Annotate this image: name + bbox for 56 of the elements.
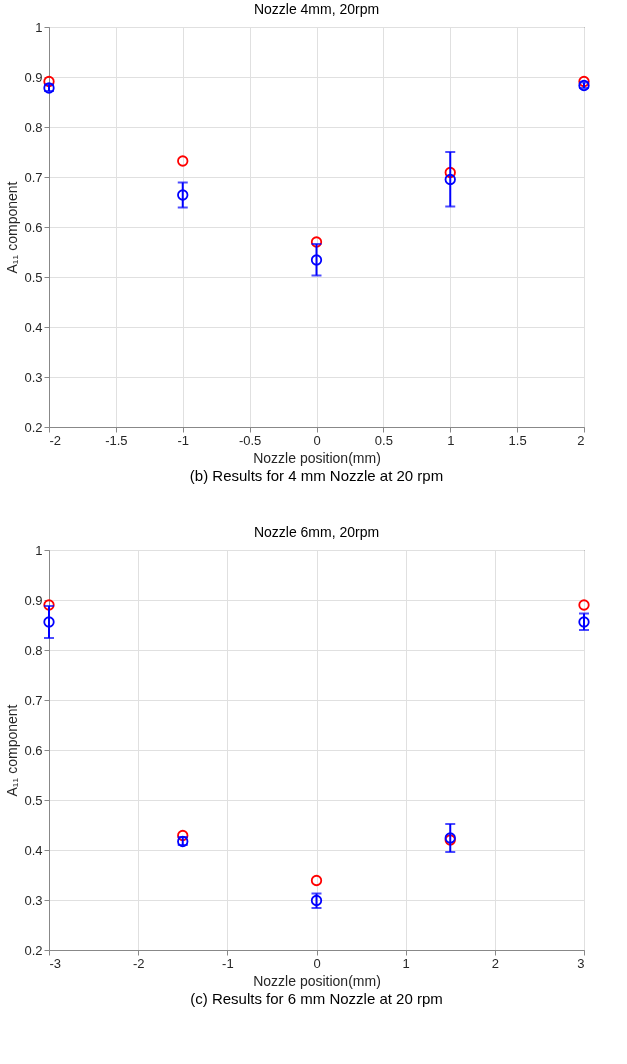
y-tick-label: 1 xyxy=(35,542,43,558)
x-tick-label: 0 xyxy=(313,432,321,448)
x-tick-label: 1.5 xyxy=(508,432,527,448)
y-axis-title: A₁₁ component xyxy=(4,704,21,797)
chart-title: Nozzle 6mm, 20rpm xyxy=(253,524,380,540)
point xyxy=(578,616,590,628)
point xyxy=(310,254,323,266)
x-tick-label: -0.5 xyxy=(238,432,262,448)
x-axis-title: Nozzle position(mm) xyxy=(253,449,381,466)
point xyxy=(310,236,323,248)
point xyxy=(310,874,323,887)
point xyxy=(444,166,456,179)
point xyxy=(177,155,189,167)
x-tick-label: 1 xyxy=(447,432,455,448)
y-tick-label: 1 xyxy=(35,19,43,35)
x-tick-label: -2 xyxy=(132,955,145,971)
text: (c) Results for 6 mm Nozzle at 20 rpm xyxy=(190,990,443,1007)
point xyxy=(43,599,55,611)
text: (b) Results for 4 mm Nozzle at 20 rpm xyxy=(189,467,444,484)
x-tick-label: 2 xyxy=(491,955,499,971)
y-tick-label: 0.8 xyxy=(24,642,43,658)
y-tick-label: 0.6 xyxy=(24,742,43,758)
y-tick-label: 0.3 xyxy=(24,369,43,385)
y-tick-label: 0.9 xyxy=(24,69,43,85)
y-tick-label: 0.3 xyxy=(24,892,43,908)
y-tick-label: 0.5 xyxy=(24,792,43,808)
point xyxy=(578,75,590,88)
y-tick-label: 0.4 xyxy=(24,842,43,858)
point xyxy=(444,173,456,186)
chart-title: Nozzle 4mm, 20rpm xyxy=(253,1,380,17)
y-tick-label: 0.8 xyxy=(24,119,43,135)
x-tick-label: -2 xyxy=(49,432,62,448)
y-tick-label: 0.2 xyxy=(24,942,43,958)
x-tick-label: -1.5 xyxy=(105,432,128,448)
y-tick-label: 0.2 xyxy=(24,419,43,435)
x-tick-label: 0.5 xyxy=(374,432,393,448)
x-tick-label: -3 xyxy=(49,955,62,971)
y-tick-label: 0.9 xyxy=(24,592,43,608)
point xyxy=(177,189,189,201)
y-tick-label: 0.5 xyxy=(24,269,43,285)
x-tick-label: 1 xyxy=(402,955,410,971)
y-tick-label: 0.6 xyxy=(24,219,43,235)
x-tick-label: -1 xyxy=(177,432,190,448)
point xyxy=(43,75,55,88)
point xyxy=(177,829,189,842)
y-tick-label: 0.7 xyxy=(24,692,43,708)
x-tick-label: 3 xyxy=(577,955,585,971)
x-tick-label: 2 xyxy=(577,432,585,448)
x-axis-title: Nozzle position(mm) xyxy=(253,972,381,989)
point xyxy=(578,599,590,611)
x-tick-label: -1 xyxy=(222,955,234,971)
y-tick-label: 0.7 xyxy=(24,169,43,185)
point xyxy=(43,616,55,628)
y-axis-title: A₁₁ component xyxy=(4,181,21,274)
y-tick-label: 0.4 xyxy=(24,319,43,335)
x-tick-label: 0 xyxy=(313,955,321,971)
